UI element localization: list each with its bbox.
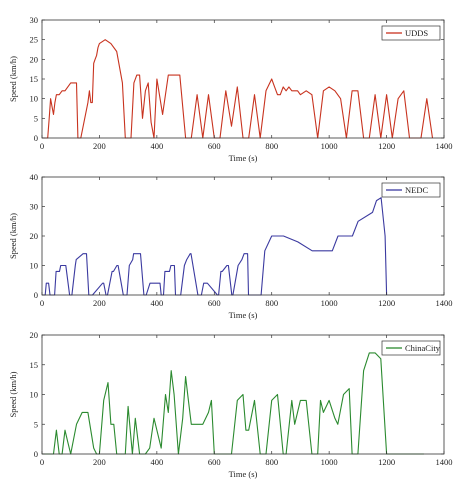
series-line-nedc bbox=[42, 197, 388, 296]
x-axis-label: Time (s) bbox=[229, 310, 258, 320]
y-tick-label: 15 bbox=[30, 360, 39, 370]
chart-panel-3: 0 200 400 600 800 1000 1200 1400 0 5 10 15 20 Time (s… bbox=[8, 330, 453, 479]
x-tick-label: 0 bbox=[40, 141, 44, 151]
x-tick-label: 400 bbox=[150, 457, 163, 467]
legend-label: UDDS bbox=[405, 28, 428, 38]
x-tick-label: 600 bbox=[208, 298, 221, 308]
y-tick-label: 15 bbox=[30, 74, 39, 84]
x-tick-label: 1200 bbox=[378, 141, 395, 151]
y-tick-label: 5 bbox=[34, 419, 38, 429]
x-tick-label: 200 bbox=[93, 298, 106, 308]
x-tick-label: 1000 bbox=[321, 457, 338, 467]
legend-label: NEDC bbox=[405, 185, 428, 195]
y-axis-label: Speed (km/h) bbox=[8, 213, 18, 259]
x-tick-label: 800 bbox=[265, 457, 278, 467]
y-tick-label: 10 bbox=[30, 94, 39, 104]
x-tick-label: 0 bbox=[40, 457, 44, 467]
x-tick-label: 400 bbox=[150, 141, 163, 151]
legend-label: ChinaCity bbox=[405, 343, 441, 353]
chart-panel-1: 0 200 400 600 800 1000 1200 1400 0 5 10 15 20 25 30 Tim… bbox=[8, 15, 453, 163]
chart-panel-2: 0 200 400 600 800 1000 1200 1400 0 10 20 30 40 Time (… bbox=[8, 172, 453, 320]
y-axis-label: Speed (km/h) bbox=[8, 371, 18, 417]
x-tick-label: 0 bbox=[40, 298, 44, 308]
x-tick-label: 400 bbox=[150, 298, 163, 308]
y-tick-label: 5 bbox=[34, 113, 38, 123]
series-line-chinacity bbox=[42, 352, 424, 455]
y-tick-label: 20 bbox=[30, 330, 39, 340]
y-tick-label: 30 bbox=[30, 15, 39, 25]
y-tick-label: 10 bbox=[30, 390, 39, 400]
y-tick-label: 30 bbox=[30, 202, 39, 212]
x-tick-label: 800 bbox=[265, 141, 278, 151]
legend-box bbox=[381, 25, 441, 41]
x-tick-label: 600 bbox=[208, 457, 221, 467]
y-tick-label: 20 bbox=[30, 54, 39, 64]
y-tick-label: 10 bbox=[30, 261, 39, 271]
y-tick-label: 0 bbox=[34, 449, 38, 459]
x-tick-label: 1400 bbox=[436, 141, 453, 151]
y-tick-label: 40 bbox=[30, 172, 39, 182]
y-tick-label: 20 bbox=[30, 231, 39, 241]
y-tick-label: 0 bbox=[34, 133, 38, 143]
x-tick-label: 1200 bbox=[378, 457, 395, 467]
x-tick-label: 600 bbox=[208, 141, 221, 151]
x-tick-label: 800 bbox=[265, 298, 278, 308]
x-tick-label: 1400 bbox=[436, 298, 453, 308]
series-line-udds bbox=[42, 39, 434, 139]
x-tick-label: 1400 bbox=[436, 457, 453, 467]
x-tick-label: 1200 bbox=[378, 298, 395, 308]
legend-box bbox=[381, 340, 441, 356]
x-tick-label: 200 bbox=[93, 141, 106, 151]
x-tick-label: 1000 bbox=[321, 298, 338, 308]
x-axis-label: Time (s) bbox=[229, 153, 258, 163]
x-tick-label: 1000 bbox=[321, 141, 338, 151]
x-tick-label: 200 bbox=[93, 457, 106, 467]
y-axis-label: Speed (km/h) bbox=[8, 56, 18, 102]
x-axis-label: Time (s) bbox=[229, 469, 258, 479]
y-tick-label: 25 bbox=[30, 35, 39, 45]
legend-box bbox=[381, 182, 441, 198]
y-tick-label: 0 bbox=[34, 290, 38, 300]
